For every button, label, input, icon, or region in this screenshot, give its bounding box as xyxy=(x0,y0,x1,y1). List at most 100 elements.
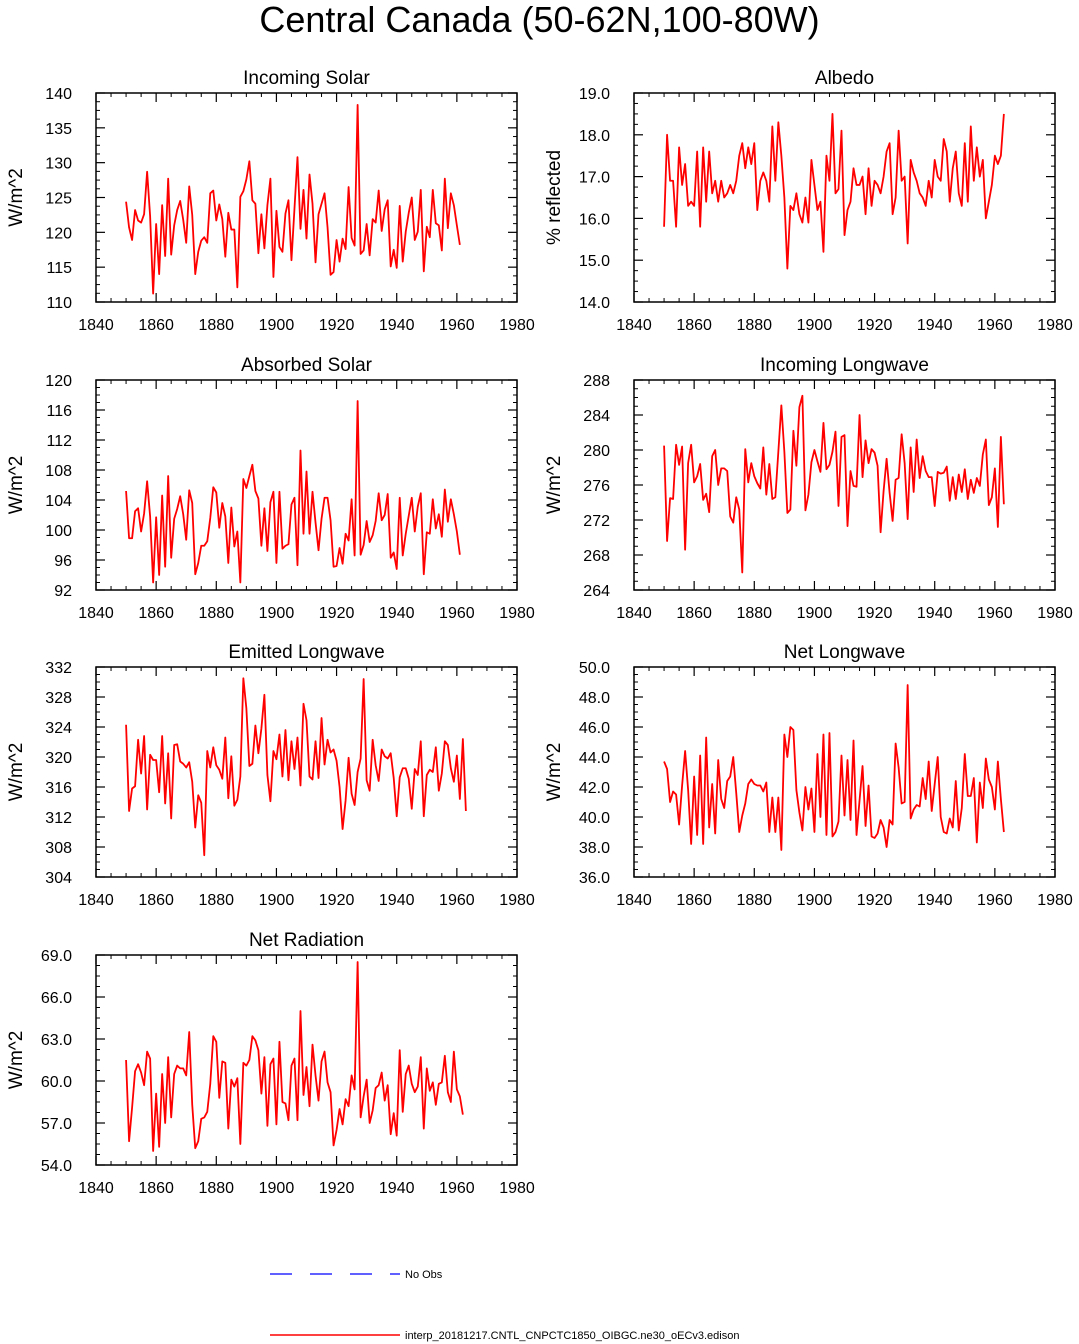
y-axis-label: W/m^2 xyxy=(6,168,27,227)
x-tick-label: 1980 xyxy=(499,892,535,909)
y-tick-label: 328 xyxy=(45,690,72,707)
y-axis-label: W/m^2 xyxy=(544,743,565,802)
y-tick-label: 320 xyxy=(45,750,72,767)
y-tick-label: 18.0 xyxy=(579,128,610,145)
y-tick-label: 42.0 xyxy=(579,780,610,797)
x-tick-label: 1840 xyxy=(78,605,114,622)
x-tick-label: 1940 xyxy=(917,605,953,622)
chart-title: Albedo xyxy=(815,68,874,89)
x-tick-label: 1960 xyxy=(439,605,475,622)
series-line-model xyxy=(125,400,461,584)
x-tick-label: 1960 xyxy=(439,892,475,909)
chart-absorbed-solar: Absorbed Solar W/m^2 1840 1860 1880 1900 1920 1… xyxy=(6,355,535,622)
chart-panels: Incoming Solar W/m^2 1840 1860 1880 1900 1920 1… xyxy=(6,68,1073,1197)
y-axis-label: W/m^2 xyxy=(6,1031,27,1090)
y-tick-label: 69.0 xyxy=(41,948,72,965)
chart-title: Incoming Longwave xyxy=(760,355,929,376)
x-tick-label: 1980 xyxy=(1037,892,1073,909)
x-tick-label: 1940 xyxy=(917,892,953,909)
x-tick-label: 1840 xyxy=(78,1180,114,1197)
x-tick-label: 1960 xyxy=(977,317,1013,334)
y-tick-label: 304 xyxy=(45,870,72,887)
legend-obs-label: No Obs xyxy=(405,1269,443,1281)
chart-incoming-solar: Incoming Solar W/m^2 1840 1860 1880 1900 1920 1… xyxy=(6,68,535,334)
y-axis-label: W/m^2 xyxy=(6,743,27,802)
chart-incoming-longwave: Incoming Longwave W/m^2 1840 1860 1880 1900 19… xyxy=(544,355,1073,622)
x-tick-label: 1900 xyxy=(259,317,295,334)
x-tick-label: 1940 xyxy=(917,317,953,334)
y-tick-label: 14.0 xyxy=(579,295,610,312)
y-tick-label: 120 xyxy=(45,373,72,390)
y-tick-label: 125 xyxy=(45,191,72,208)
x-tick-label: 1980 xyxy=(1037,605,1073,622)
series-line-model xyxy=(663,684,1005,851)
x-tick-label: 1880 xyxy=(198,892,234,909)
x-tick-label: 1860 xyxy=(676,892,712,909)
y-tick-label: 40.0 xyxy=(579,810,610,827)
plot-frame xyxy=(633,379,1056,591)
x-tick-label: 1940 xyxy=(379,1180,415,1197)
y-axis-label: % reflected xyxy=(544,150,565,245)
x-tick-label: 1840 xyxy=(78,317,114,334)
chart-title: Absorbed Solar xyxy=(241,355,373,376)
y-tick-label: 50.0 xyxy=(579,660,610,677)
plot-frame xyxy=(633,92,1056,303)
x-tick-label: 1840 xyxy=(616,317,652,334)
y-tick-label: 16.0 xyxy=(579,211,610,228)
y-axis-label: W/m^2 xyxy=(6,456,27,515)
x-tick-label: 1900 xyxy=(797,605,833,622)
chart-albedo: Albedo % reflected 1840 1860 1880 1900 1920 194… xyxy=(544,68,1073,334)
x-tick-label: 1920 xyxy=(857,317,893,334)
x-tick-label: 1900 xyxy=(259,605,295,622)
x-tick-label: 1860 xyxy=(138,892,174,909)
figure-title: Central Canada (50-62N,100-80W) xyxy=(259,0,820,40)
legend-model-label: interp_20181217.CNTL_CNPCTC1850_OIBGC.ne… xyxy=(405,1330,739,1342)
plot-frame xyxy=(633,666,1056,878)
x-tick-label: 1960 xyxy=(439,1180,475,1197)
y-tick-label: 115 xyxy=(46,260,72,277)
x-tick-label: 1840 xyxy=(78,892,114,909)
x-tick-label: 1880 xyxy=(736,892,772,909)
y-tick-label: 140 xyxy=(45,86,72,103)
y-tick-label: 324 xyxy=(45,720,72,737)
chart-net-longwave: Net Longwave W/m^2 1840 1860 1880 1900 1920 194… xyxy=(544,642,1073,909)
x-tick-label: 1900 xyxy=(259,892,295,909)
y-tick-label: 272 xyxy=(583,513,610,530)
x-tick-label: 1940 xyxy=(379,892,415,909)
x-tick-label: 1960 xyxy=(439,317,475,334)
x-tick-label: 1900 xyxy=(797,317,833,334)
chart-emitted-longwave: Emitted Longwave W/m^2 1840 1860 1880 1900 192… xyxy=(6,642,535,909)
x-tick-label: 1900 xyxy=(797,892,833,909)
y-tick-label: 17.0 xyxy=(579,170,610,187)
y-tick-label: 288 xyxy=(583,373,610,390)
y-tick-label: 116 xyxy=(46,403,72,420)
y-tick-label: 135 xyxy=(45,121,72,138)
x-tick-label: 1980 xyxy=(499,317,535,334)
x-tick-label: 1880 xyxy=(736,605,772,622)
y-tick-label: 100 xyxy=(45,523,72,540)
x-tick-label: 1980 xyxy=(1037,317,1073,334)
y-tick-label: 60.0 xyxy=(41,1074,72,1091)
x-tick-label: 1880 xyxy=(198,605,234,622)
series-line-model xyxy=(125,961,464,1152)
x-tick-label: 1880 xyxy=(198,317,234,334)
chart-title: Net Longwave xyxy=(784,642,905,663)
x-tick-label: 1920 xyxy=(857,892,893,909)
x-tick-label: 1940 xyxy=(379,605,415,622)
x-tick-label: 1880 xyxy=(736,317,772,334)
x-tick-label: 1900 xyxy=(259,1180,295,1197)
x-tick-label: 1840 xyxy=(616,605,652,622)
chart-title: Net Radiation xyxy=(249,930,364,951)
y-tick-label: 120 xyxy=(45,225,72,242)
series-line-model xyxy=(125,103,461,295)
y-tick-label: 44.0 xyxy=(579,750,610,767)
y-tick-label: 264 xyxy=(583,583,610,600)
y-tick-label: 112 xyxy=(46,433,72,450)
y-tick-label: 130 xyxy=(45,156,72,173)
x-tick-label: 1920 xyxy=(857,605,893,622)
y-tick-label: 280 xyxy=(583,443,610,460)
x-tick-label: 1860 xyxy=(676,605,712,622)
y-axis-label: W/m^2 xyxy=(544,456,565,515)
y-tick-label: 268 xyxy=(583,548,610,565)
x-tick-label: 1960 xyxy=(977,892,1013,909)
